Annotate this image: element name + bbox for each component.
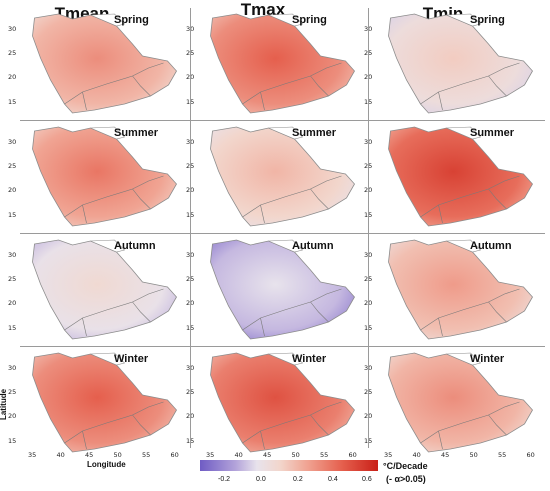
longitude-tick: 35 <box>28 451 37 459</box>
peninsula-map <box>210 352 355 453</box>
colorbar-tick: -0.2 <box>218 476 231 483</box>
season-label: Winter <box>292 353 327 365</box>
map-panel-tmin-summer: Summer <box>378 123 550 235</box>
latitude-tick: 30 <box>8 138 17 146</box>
peninsula-map <box>210 13 355 114</box>
peninsula-map <box>210 239 355 340</box>
peninsula-map <box>388 126 533 227</box>
colorbar-tick: 0.6 <box>362 476 372 483</box>
longitude-label: Longitude <box>87 460 126 469</box>
longitude-tick: 40 <box>412 451 421 459</box>
season-label: Autumn <box>114 240 156 252</box>
latitude-tick: 15 <box>8 437 17 445</box>
colorbar-unit: °C/Decade <box>383 461 428 471</box>
season-label: Summer <box>292 127 337 139</box>
latitude-tick: 15 <box>8 211 17 219</box>
latitude-tick: 25 <box>8 275 17 283</box>
map-panel-tmax-summer: Summer <box>200 123 380 235</box>
grid-divider <box>368 8 369 448</box>
map-panel-tmean-spring: Spring <box>22 10 202 122</box>
longitude-tick: 60 <box>526 451 535 459</box>
map-panel-tmax-autumn: Autumn <box>200 236 380 348</box>
peninsula-map <box>32 13 177 114</box>
longitude-tick: 60 <box>348 451 357 459</box>
colorbar-tick: 0.2 <box>293 476 303 483</box>
season-label: Autumn <box>470 240 512 252</box>
season-label: Spring <box>470 14 505 26</box>
season-label: Summer <box>470 127 515 139</box>
peninsula-map <box>388 352 533 453</box>
map-panel-tmean-autumn: Autumn <box>22 236 202 348</box>
longitude-tick: 35 <box>384 451 393 459</box>
colorbar-tick: 0.0 <box>256 476 266 483</box>
longitude-tick: 40 <box>56 451 65 459</box>
colorbar-significance-note: (- α>0.05) <box>386 474 426 484</box>
peninsula-map <box>32 239 177 340</box>
latitude-tick: 30 <box>8 251 17 259</box>
peninsula-map <box>210 126 355 227</box>
latitude-tick: 20 <box>8 73 17 81</box>
peninsula-map <box>388 13 533 114</box>
longitude-tick: 55 <box>320 451 329 459</box>
latitude-tick: 20 <box>8 299 17 307</box>
season-label: Winter <box>470 353 505 365</box>
map-panel-tmin-spring: Spring <box>378 10 550 122</box>
map-panel-tmean-summer: Summer <box>22 123 202 235</box>
latitude-tick: 15 <box>8 98 17 106</box>
map-panel-tmin-autumn: Autumn <box>378 236 550 348</box>
peninsula-map <box>388 239 533 340</box>
peninsula-map <box>32 352 177 453</box>
longitude-tick: 50 <box>113 451 122 459</box>
map-panel-tmax-winter: Winter <box>200 349 380 461</box>
latitude-tick: 30 <box>8 364 17 372</box>
latitude-label: Latitude <box>0 388 9 421</box>
season-label: Autumn <box>292 240 334 252</box>
latitude-tick: 25 <box>8 162 17 170</box>
peninsula-map <box>32 126 177 227</box>
colorbar <box>200 460 378 471</box>
colorbar-tick: 0.4 <box>328 476 338 483</box>
season-label: Summer <box>114 127 159 139</box>
longitude-tick: 55 <box>142 451 151 459</box>
season-label: Winter <box>114 353 149 365</box>
longitude-tick: 50 <box>469 451 478 459</box>
longitude-tick: 45 <box>263 451 272 459</box>
latitude-tick: 20 <box>8 412 17 420</box>
latitude-tick: 25 <box>8 49 17 57</box>
grid-divider <box>20 346 545 347</box>
map-panel-tmax-spring: Spring <box>200 10 380 122</box>
grid-divider <box>190 8 191 448</box>
map-panel-tmean-winter: Winter <box>22 349 202 461</box>
longitude-tick: 40 <box>234 451 243 459</box>
season-label: Spring <box>292 14 327 26</box>
latitude-tick: 20 <box>8 186 17 194</box>
season-label: Spring <box>114 14 149 26</box>
latitude-tick: 25 <box>8 388 17 396</box>
longitude-tick: 35 <box>206 451 215 459</box>
longitude-tick: 45 <box>441 451 450 459</box>
grid-divider <box>20 120 545 121</box>
longitude-tick: 60 <box>170 451 179 459</box>
longitude-tick: 45 <box>85 451 94 459</box>
column-title-tmax: Tmax <box>240 0 286 19</box>
longitude-tick: 55 <box>498 451 507 459</box>
latitude-tick: 30 <box>8 25 17 33</box>
latitude-tick: 15 <box>8 324 17 332</box>
grid-divider <box>20 233 545 234</box>
longitude-tick: 50 <box>291 451 300 459</box>
map-panel-tmin-winter: Winter <box>378 349 550 461</box>
